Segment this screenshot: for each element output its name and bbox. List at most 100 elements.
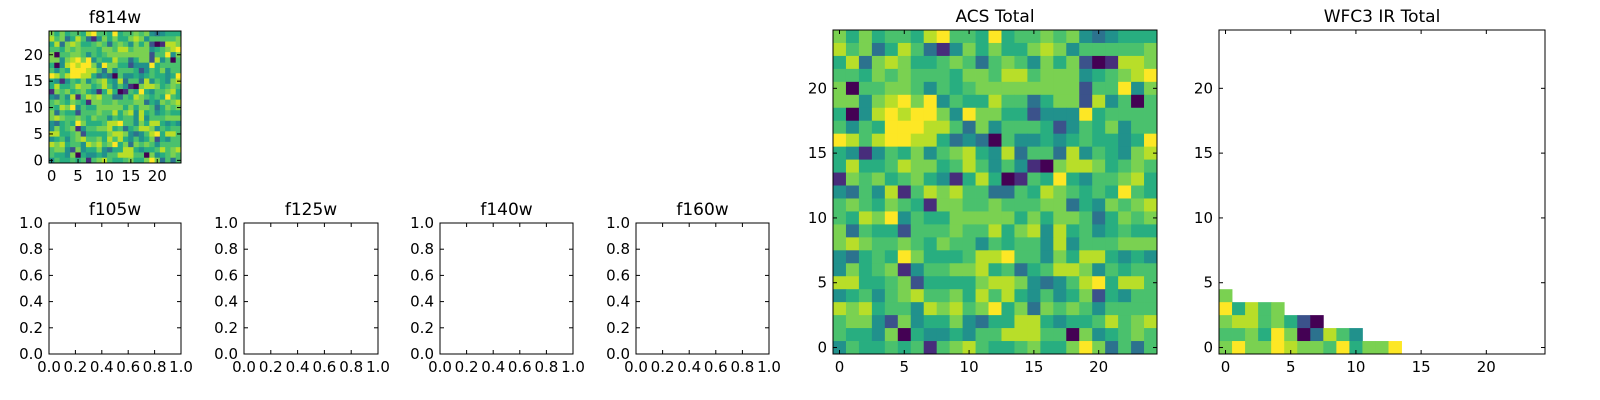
heatmap-cell [70,62,76,69]
heatmap-cell [1131,94,1145,109]
heatmap-cell [949,328,963,342]
heatmap-cell [54,67,60,74]
heatmap-cell [1027,250,1041,264]
heatmap-cell [858,237,873,251]
heatmap-cell [1375,341,1389,355]
heatmap-cell [936,94,951,109]
heatmap-cell [85,46,92,53]
heatmap-cell [1079,133,1093,148]
heatmap-cell [1066,315,1080,329]
heatmap-cell [1040,315,1054,329]
heatmap-cell [1014,224,1028,238]
heatmap-cell [1144,250,1158,264]
heatmap-cell [897,81,912,96]
heatmap-cell [1144,224,1158,238]
y-tick-label: 15 [24,72,43,90]
heatmap-cell [1066,302,1080,316]
heatmap-cell [1014,211,1028,225]
heatmap-cell [1144,94,1158,109]
heatmap-cell [112,67,119,74]
heatmap-cell [112,141,119,148]
y-tick-label: 0.0 [19,345,43,363]
heatmap-cell [64,120,71,127]
x-tick-label: 10 [960,358,979,376]
heatmap-cell [1131,185,1145,199]
heatmap-cell [107,57,113,64]
heatmap-cell [858,30,873,44]
heatmap-cell [1144,42,1158,57]
heatmap-cell [936,237,951,251]
heatmap-cell [170,31,177,37]
heatmap-cell [988,146,1002,160]
heatmap-cell [112,52,119,58]
heatmap-cell [165,73,171,79]
heatmap-cell [175,46,182,53]
heatmap-cell [1105,146,1119,160]
heatmap-cell [962,30,976,44]
heatmap-cell [128,62,134,69]
heatmap-cell [112,147,119,153]
heatmap-cell [949,68,963,83]
axes-wfc3-ir-total: WFC3 IR Total 0 5 10 15 20 0 5 10 15 20 [1194,7,1546,376]
heatmap-cell [871,55,886,70]
heatmap-cell [117,110,124,116]
heatmap-cell [122,73,129,79]
heatmap-cell [122,36,129,42]
heatmap-cell [962,315,976,329]
heatmap-cell [871,120,886,135]
heatmap-cell [54,89,60,95]
heatmap-cell [975,81,989,96]
heatmap-cell [149,131,155,137]
y-tick-label: 5 [1203,274,1213,292]
heatmap-cell [1118,185,1132,199]
heatmap-cell [107,36,113,42]
heatmap-cell [165,41,171,48]
heatmap-cell [833,120,847,135]
heatmap-cell [845,133,860,148]
heatmap-cell [923,172,938,186]
heatmap-cell [1092,198,1106,212]
heatmap-cell [144,62,150,69]
heatmap-cell [101,104,108,111]
heatmap-cell [1105,120,1119,135]
heatmap-cell [64,126,71,132]
x-tick-label: 0.8 [143,358,167,376]
heatmap-cell [1258,341,1272,355]
heatmap-cell [101,110,108,116]
heatmap-cell [1144,341,1158,355]
heatmap-cell [159,99,166,106]
heatmap-cell [988,133,1002,148]
heatmap-cell [159,147,166,153]
heatmap-cell [165,46,171,53]
heatmap-cell [871,341,886,355]
heatmap-cell [1105,211,1119,225]
heatmap-cell [884,276,899,290]
heatmap-cell [159,141,166,148]
x-tick-label: 20 [1089,358,1108,376]
heatmap-cell [962,289,976,303]
heatmap-cell [85,120,92,127]
heatmap-cell [112,126,119,132]
heatmap-cell [897,146,912,160]
heatmap-cell [1027,172,1041,186]
heatmap-cell [1053,263,1067,277]
heatmap-cell [122,115,129,122]
y-tick-label: 5 [817,274,827,292]
heatmap-cell [75,99,82,106]
heatmap-cell [70,83,76,90]
heatmap-cell [975,94,989,109]
heatmap-cell [858,42,873,57]
heatmap-cell [175,41,182,48]
heatmap-cell [1105,42,1119,57]
heatmap-cell [923,328,938,342]
heatmap-cell [1271,328,1285,342]
heatmap-cell [1053,198,1067,212]
heatmap-cell [845,263,860,277]
heatmap-cell [80,147,87,153]
heatmap-cell [49,73,55,79]
heatmap-cell [858,146,873,160]
heatmap-cell [1284,315,1298,329]
heatmap-cell [1118,211,1132,225]
heatmap-cell [112,36,119,42]
